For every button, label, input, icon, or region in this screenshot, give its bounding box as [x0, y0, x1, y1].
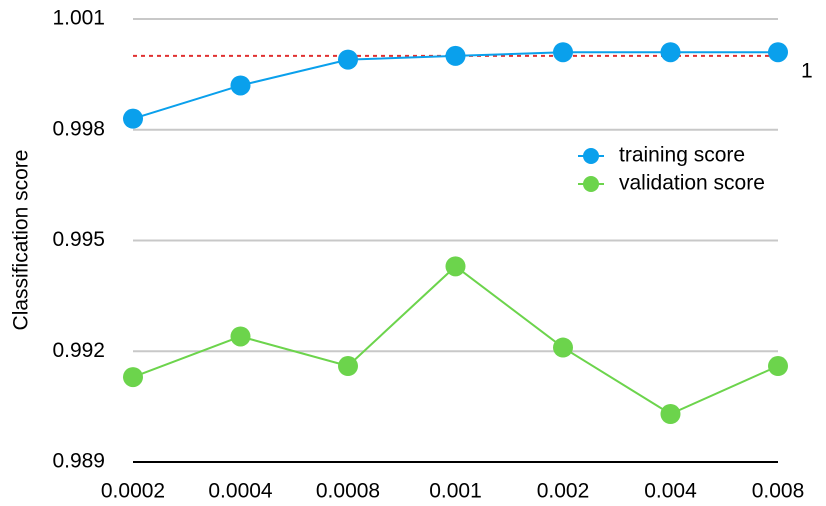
data-point	[338, 356, 358, 377]
reference-line-label: 1	[801, 59, 813, 82]
gridlines	[133, 18, 778, 463]
y-axis-title: Classification score	[10, 150, 33, 331]
series-group	[123, 42, 788, 425]
legend-swatch-marker	[583, 148, 599, 164]
data-point	[553, 337, 573, 358]
data-point	[553, 42, 573, 63]
data-point	[768, 356, 788, 377]
data-point	[338, 49, 358, 70]
y-tick-label: 0.989	[52, 450, 105, 473]
y-axis-ticks: 0.989 0.992 0.995 0.998 1.001	[52, 7, 105, 473]
data-point	[123, 367, 143, 388]
legend-label: training score	[619, 144, 745, 167]
y-tick-label: 0.998	[52, 117, 105, 140]
series-1	[123, 256, 788, 425]
y-tick-label: 0.992	[52, 339, 105, 362]
x-tick-label: 0.004	[644, 480, 697, 503]
y-tick-label: 0.995	[52, 228, 105, 251]
data-point	[123, 108, 143, 129]
data-point	[768, 42, 788, 63]
series-0	[123, 42, 788, 129]
data-point	[660, 42, 681, 63]
x-tick-label: 0.0002	[101, 480, 165, 503]
data-point	[660, 404, 681, 425]
x-tick-label: 0.0008	[316, 480, 380, 503]
legend: training score validation score	[578, 144, 765, 195]
data-point	[445, 256, 466, 277]
y-tick-label: 1.001	[52, 7, 105, 30]
data-point	[445, 45, 466, 66]
x-tick-label: 0.0004	[208, 480, 273, 503]
data-point	[230, 326, 251, 347]
data-point	[230, 75, 251, 96]
legend-label: validation score	[619, 172, 765, 195]
series-line	[132, 265, 779, 416]
x-tick-label: 0.002	[537, 480, 590, 503]
legend-swatch-marker	[583, 176, 599, 192]
x-tick-label: 0.001	[429, 480, 482, 503]
x-tick-label: 0.008	[752, 480, 805, 503]
x-axis-ticks: 0.0002 0.0004 0.0008 0.001 0.002 0.004 0.008	[101, 480, 804, 503]
